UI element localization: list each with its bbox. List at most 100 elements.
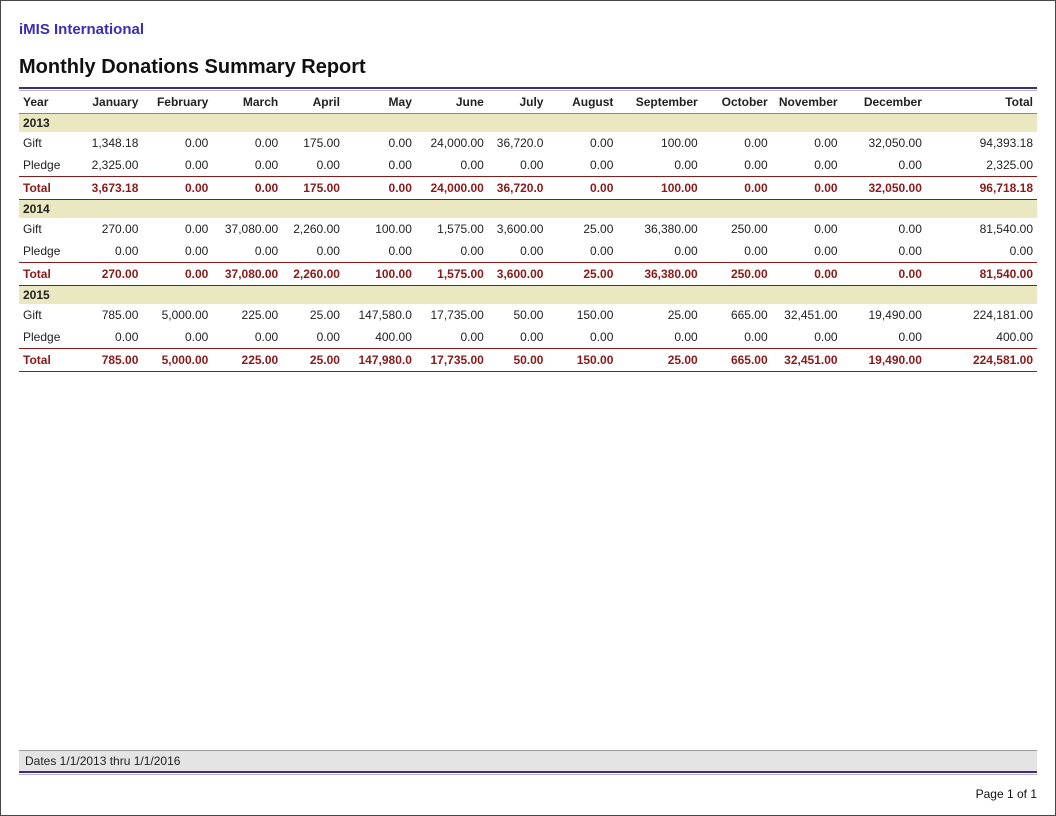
cell: 0.00 [772, 326, 842, 349]
cell: 400.00 [926, 326, 1037, 349]
cell: 150.00 [547, 304, 617, 326]
cell: 0.00 [72, 240, 142, 263]
col-september: September [617, 91, 701, 114]
total-cell: 150.00 [547, 349, 617, 372]
total-cell: 32,451.00 [772, 349, 842, 372]
cell: 19,490.00 [842, 304, 926, 326]
total-cell: 5,000.00 [142, 349, 212, 372]
cell: 0.00 [926, 240, 1037, 263]
footer-date-range: Dates 1/1/2013 thru 1/1/2016 [19, 750, 1037, 773]
total-label: Total [19, 349, 72, 372]
total-cell: 3,673.18 [72, 177, 142, 200]
total-cell: 0.00 [772, 177, 842, 200]
cell: 0.00 [702, 240, 772, 263]
total-cell: 0.00 [344, 177, 416, 200]
total-cell: 0.00 [842, 263, 926, 286]
cell: 17,735.00 [416, 304, 488, 326]
total-cell: 175.00 [282, 177, 344, 200]
cell: 0.00 [282, 154, 344, 177]
cell: 0.00 [617, 240, 701, 263]
total-cell: 96,718.18 [926, 177, 1037, 200]
total-cell: 25.00 [547, 263, 617, 286]
total-cell: 2,260.00 [282, 263, 344, 286]
total-cell: 36,380.00 [617, 263, 701, 286]
year-row: 2014 [19, 200, 1037, 219]
total-cell: 0.00 [212, 177, 282, 200]
cell: 25.00 [282, 304, 344, 326]
cell: 0.00 [416, 154, 488, 177]
cell: 3,600.00 [488, 218, 548, 240]
cell: 0.00 [212, 240, 282, 263]
report-title: Monthly Donations Summary Report [19, 56, 1037, 79]
cell: 0.00 [617, 154, 701, 177]
total-cell: 17,735.00 [416, 349, 488, 372]
cell: 2,325.00 [72, 154, 142, 177]
cell: 94,393.18 [926, 132, 1037, 154]
row-label: Gift [19, 132, 72, 154]
total-cell: 0.00 [547, 177, 617, 200]
total-cell: 36,720.0 [488, 177, 548, 200]
cell: 0.00 [416, 240, 488, 263]
org-name: iMIS International [19, 21, 1037, 38]
cell: 1,575.00 [416, 218, 488, 240]
cell: 175.00 [282, 132, 344, 154]
total-row: Total3,673.180.000.00175.000.0024,000.00… [19, 177, 1037, 200]
cell: 100.00 [344, 218, 416, 240]
cell: 0.00 [772, 154, 842, 177]
col-may: May [344, 91, 416, 114]
cell: 32,451.00 [772, 304, 842, 326]
total-cell: 19,490.00 [842, 349, 926, 372]
total-cell: 50.00 [488, 349, 548, 372]
total-cell: 100.00 [344, 263, 416, 286]
total-cell: 225.00 [212, 349, 282, 372]
cell: 2,325.00 [926, 154, 1037, 177]
cell: 0.00 [842, 240, 926, 263]
cell: 25.00 [617, 304, 701, 326]
page-number: Page 1 of 1 [976, 787, 1037, 801]
cell: 0.00 [547, 132, 617, 154]
col-april: April [282, 91, 344, 114]
cell: 0.00 [344, 154, 416, 177]
col-november: November [772, 91, 842, 114]
cell: 100.00 [617, 132, 701, 154]
table-row: Gift270.000.0037,080.002,260.00100.001,5… [19, 218, 1037, 240]
total-cell: 32,050.00 [842, 177, 926, 200]
cell: 0.00 [772, 218, 842, 240]
cell: 24,000.00 [416, 132, 488, 154]
cell: 0.00 [842, 326, 926, 349]
row-label: Pledge [19, 240, 72, 263]
cell: 147,580.0 [344, 304, 416, 326]
cell: 0.00 [488, 240, 548, 263]
cell: 400.00 [344, 326, 416, 349]
cell: 0.00 [282, 326, 344, 349]
row-label: Gift [19, 304, 72, 326]
total-cell: 250.00 [702, 263, 772, 286]
total-cell: 81,540.00 [926, 263, 1037, 286]
cell: 785.00 [72, 304, 142, 326]
total-cell: 0.00 [702, 177, 772, 200]
cell: 36,380.00 [617, 218, 701, 240]
col-year: Year [19, 91, 72, 114]
cell: 0.00 [702, 326, 772, 349]
col-june: June [416, 91, 488, 114]
total-cell: 785.00 [72, 349, 142, 372]
cell: 0.00 [488, 154, 548, 177]
total-label: Total [19, 177, 72, 200]
table-header-row: Year January February March April May Ju… [19, 91, 1037, 114]
cell: 0.00 [702, 154, 772, 177]
col-december: December [842, 91, 926, 114]
cell: 5,000.00 [142, 304, 212, 326]
cell: 0.00 [772, 132, 842, 154]
cell: 0.00 [842, 154, 926, 177]
cell: 0.00 [344, 132, 416, 154]
total-cell: 0.00 [772, 263, 842, 286]
total-cell: 37,080.00 [212, 263, 282, 286]
total-cell: 25.00 [617, 349, 701, 372]
cell: 0.00 [617, 326, 701, 349]
cell: 0.00 [702, 132, 772, 154]
report-table: Year January February March April May Ju… [19, 91, 1037, 372]
cell: 0.00 [72, 326, 142, 349]
cell: 225.00 [212, 304, 282, 326]
cell: 665.00 [702, 304, 772, 326]
cell: 0.00 [416, 326, 488, 349]
